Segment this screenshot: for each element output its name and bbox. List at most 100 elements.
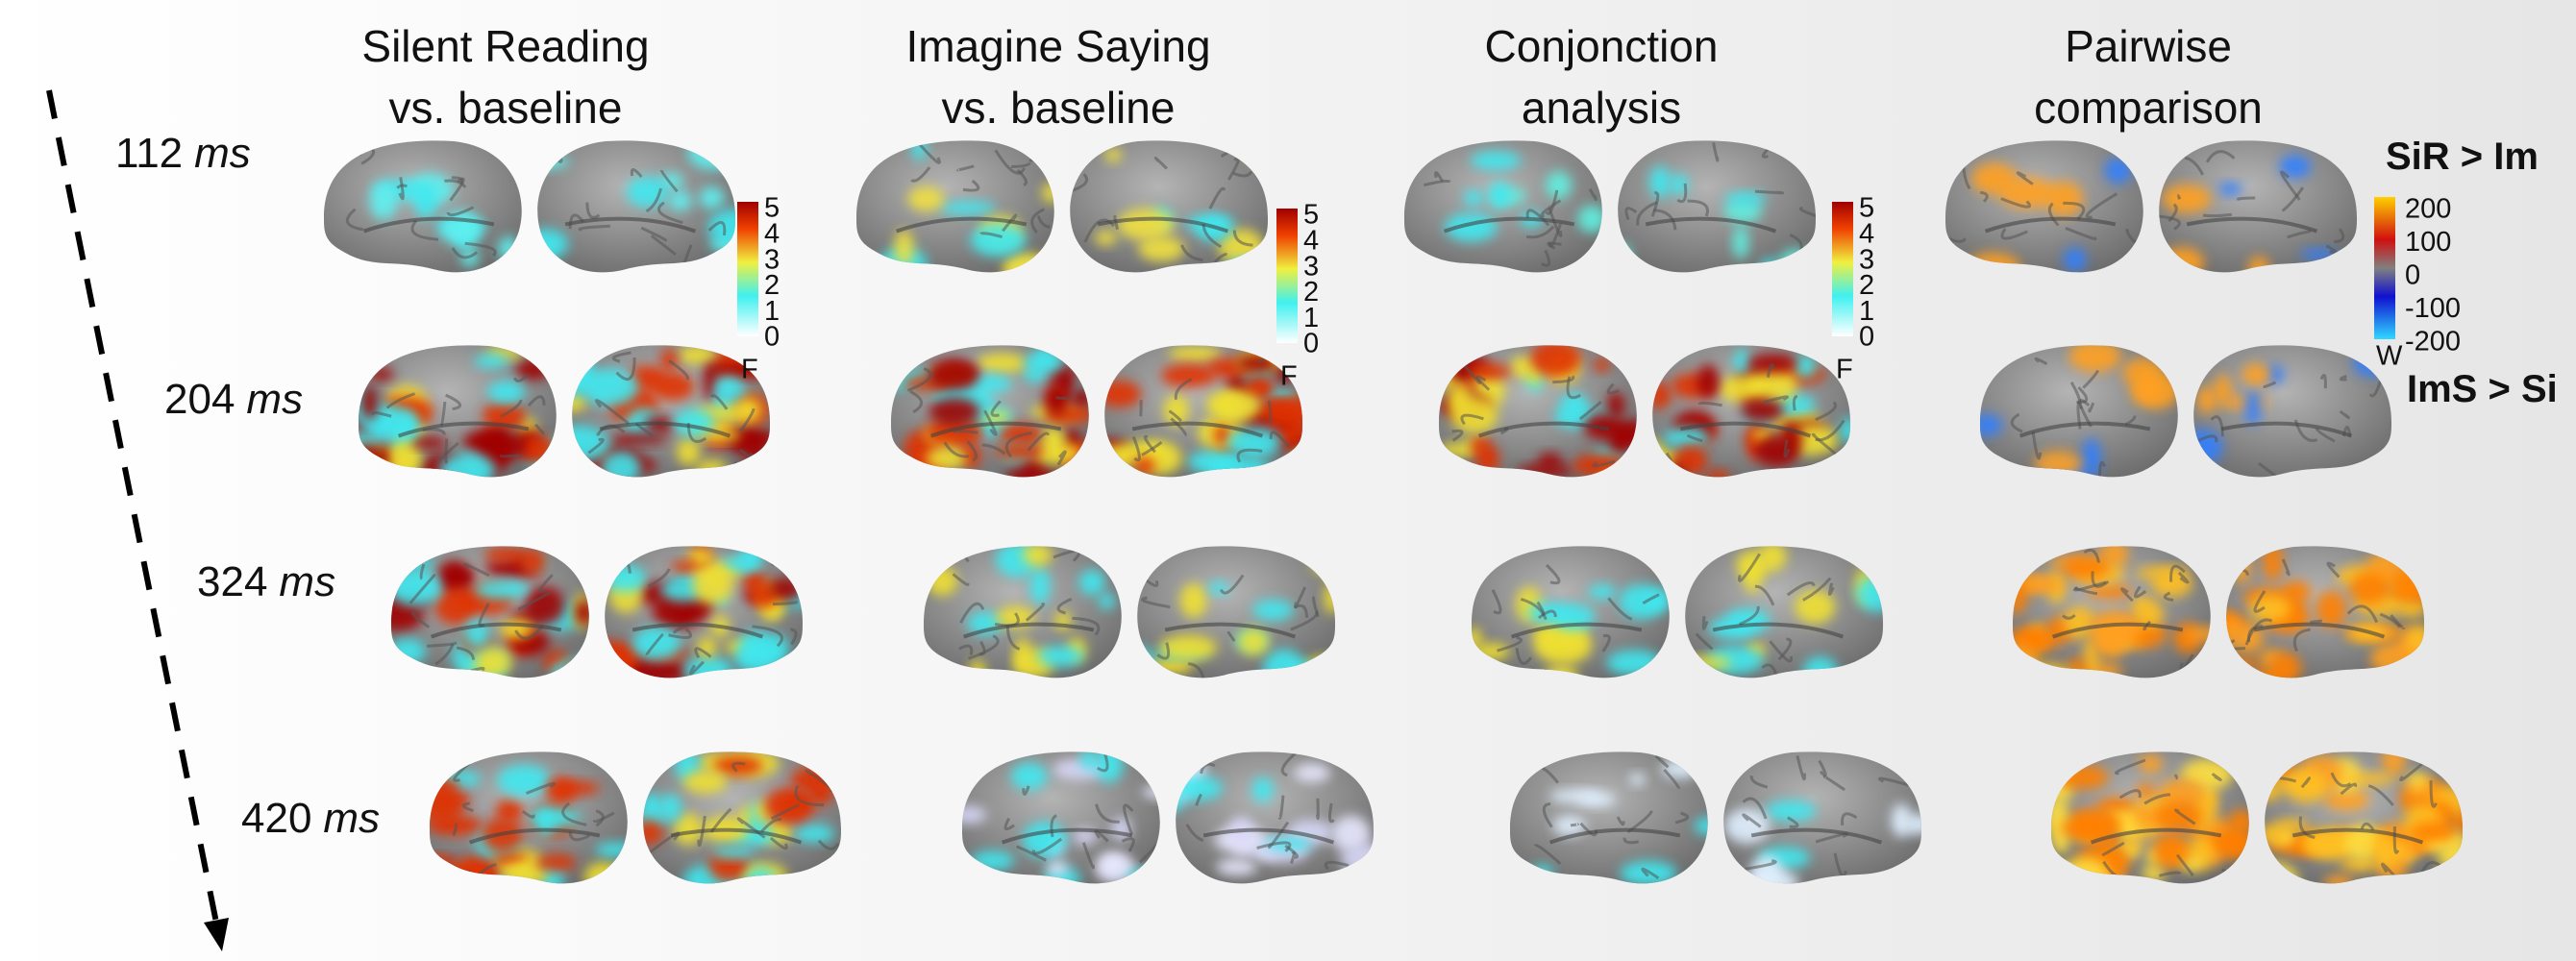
activation-blob [2372, 831, 2397, 870]
sulcus [398, 177, 405, 201]
sulcus [521, 809, 535, 819]
activation-blob [2283, 769, 2329, 803]
sulcus [1588, 188, 1598, 201]
activation-blob [2157, 778, 2205, 810]
activation-blob [2089, 609, 2142, 648]
activation-blob [1629, 773, 1646, 786]
sulcus [2253, 590, 2266, 613]
activation-blob [1724, 191, 1767, 206]
colorbar-tick-label: -100 [2405, 293, 2461, 324]
colorbar-tick-label: 5 [1303, 200, 1319, 231]
activation-blob [1593, 357, 1611, 372]
colorbar-tick-label: 1 [1859, 296, 1874, 327]
sulcus [451, 247, 479, 259]
sulcus [1754, 584, 1775, 606]
lateral-fissure [2220, 421, 2353, 438]
time-value: 324 [197, 558, 267, 605]
activation-blob [536, 808, 555, 838]
colorbar-tick-label: 100 [2405, 227, 2451, 258]
sulcus [449, 177, 465, 202]
activation-blob [369, 183, 398, 220]
activation-blob [443, 565, 475, 587]
sulcus [2263, 381, 2277, 389]
row-label: 420 ms [241, 795, 380, 842]
activation-blob [2410, 822, 2457, 843]
activation-blob [1608, 422, 1633, 456]
activation-blob [907, 186, 945, 211]
activation-blob [1606, 391, 1625, 420]
sulcus [1055, 396, 1070, 401]
activation-blob [929, 397, 980, 426]
sulcus [1327, 802, 1335, 824]
activation-blob [1530, 345, 1581, 378]
lateral-fissure [599, 421, 731, 438]
sulcus [410, 219, 439, 241]
column-header: Silent Reading [361, 21, 649, 71]
sulcus [794, 785, 825, 807]
sulcus [1650, 191, 1660, 217]
brain-detail [643, 752, 841, 884]
brain-detail [2051, 752, 2249, 884]
activation-blob [438, 453, 496, 478]
contrast-label: ImS > Si [2407, 368, 2558, 410]
activation-blob [1891, 802, 1912, 838]
sulcus [2163, 591, 2174, 602]
brain [643, 752, 841, 884]
sulcus [1533, 844, 1562, 865]
lateral-fissure [1750, 827, 1883, 845]
activation-blob [1747, 353, 1796, 373]
sulcus [2292, 628, 2311, 653]
activation-blob [474, 354, 509, 369]
sulcus [1742, 797, 1768, 820]
activation-blob [546, 776, 577, 804]
sulcus [1277, 795, 1285, 820]
activation-blob [572, 425, 608, 464]
colorbar [737, 202, 758, 336]
sulcus [2319, 373, 2327, 389]
activation-blob [2104, 157, 2132, 185]
activation-blob [1216, 858, 1257, 876]
sulcus [1460, 413, 1484, 426]
activation-blob [1168, 346, 1222, 362]
sulcus [659, 169, 679, 193]
activation-blob [1980, 413, 2003, 437]
sulcus [1003, 817, 1015, 831]
activation-blob [713, 376, 744, 399]
activation-blob [699, 186, 725, 209]
sulcus [456, 646, 476, 660]
activation-blob [1648, 165, 1672, 199]
activation-blob [1098, 593, 1115, 610]
activation-blob [1723, 199, 1763, 223]
time-value: 204 [164, 376, 235, 423]
sulcus [1156, 642, 1171, 660]
brain [1070, 140, 1268, 273]
activation-blob [1471, 434, 1488, 456]
activation-blob [1694, 817, 1708, 835]
sulcus [1113, 214, 1119, 231]
lateral-fissure [362, 216, 495, 234]
sulcus [709, 394, 729, 410]
sulcus [1144, 578, 1159, 587]
lateral-fissure [2291, 827, 2424, 845]
activation-blob [808, 780, 833, 806]
activation-blob [1046, 860, 1069, 876]
sulcus [1213, 252, 1227, 264]
sulcus [345, 208, 364, 232]
sulcus [2315, 427, 2336, 443]
sulcus [615, 357, 636, 382]
activation-blob [668, 190, 693, 211]
colorbar-tick-label: -200 [2405, 327, 2461, 357]
sulcus [2360, 822, 2375, 831]
activation-blob [692, 566, 733, 604]
sulcus [2097, 460, 2106, 478]
brain-detail [1527, 754, 1708, 884]
sulcus [2083, 548, 2100, 563]
activation-blob [1073, 828, 1098, 845]
sulcus [769, 836, 788, 850]
sulcus [2339, 409, 2350, 420]
sulcus [2300, 776, 2312, 789]
brain [572, 345, 770, 478]
row-label: 112 ms [115, 130, 251, 177]
sulcus [1434, 171, 1444, 183]
time-value: 112 [115, 130, 183, 177]
